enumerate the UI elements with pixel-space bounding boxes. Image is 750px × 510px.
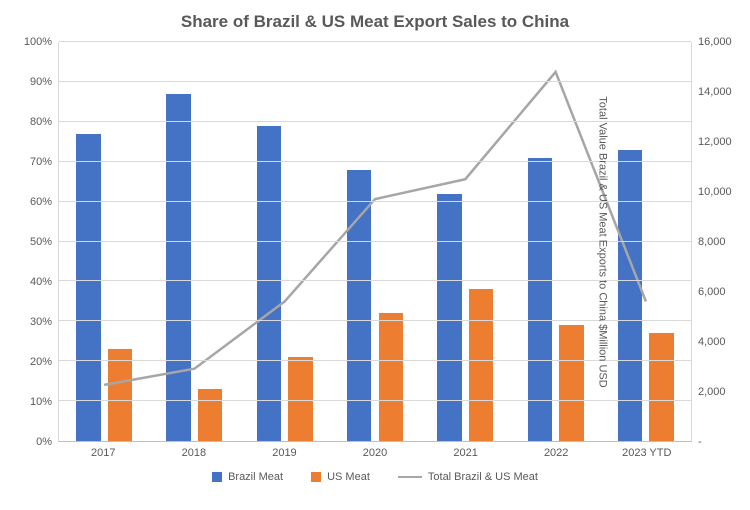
legend-item-total: Total Brazil & US Meat (398, 471, 538, 483)
chart-title: Share of Brazil & US Meat Export Sales t… (10, 12, 740, 32)
legend-swatch-us (311, 472, 321, 482)
y-left-tick: 0% (36, 436, 52, 448)
y-left-tick: 100% (24, 36, 52, 48)
y-right-tick: 12,000 (698, 136, 732, 148)
y-right-tick: - (698, 436, 702, 448)
x-axis-labels: 2017201820192020202120222023 YTD (58, 442, 692, 459)
x-tick-label: 2023 YTD (601, 442, 692, 459)
y-right-tick: 2,000 (698, 386, 726, 398)
total-line (104, 72, 646, 385)
chart-container: Share of Brazil & US Meat Export Sales t… (0, 0, 750, 510)
y-right-tick: 10,000 (698, 186, 732, 198)
y-right-tick: 4,000 (698, 336, 726, 348)
legend: Brazil Meat US Meat Total Brazil & US Me… (10, 471, 740, 483)
gridline (59, 41, 691, 42)
y-right-tick: 14,000 (698, 86, 732, 98)
gridline (59, 400, 691, 401)
y-left-tick: 30% (30, 316, 52, 328)
gridline (59, 81, 691, 82)
legend-label: US Meat (327, 471, 370, 483)
x-tick-label: 2019 (239, 442, 330, 459)
legend-label: Total Brazil & US Meat (428, 471, 538, 483)
x-tick-label: 2020 (330, 442, 421, 459)
y-left-tick: 70% (30, 156, 52, 168)
y-right-tick: 16,000 (698, 36, 732, 48)
legend-swatch-line (398, 476, 422, 479)
legend-item-us: US Meat (311, 471, 370, 483)
y-left-tick: 90% (30, 76, 52, 88)
y-axis-right: Total Value Brazil & US Meat Exports to … (692, 42, 740, 442)
y-left-tick: 80% (30, 116, 52, 128)
y-left-tick: 20% (30, 356, 52, 368)
y-left-tick: 60% (30, 196, 52, 208)
y-right-tick: 8,000 (698, 236, 726, 248)
legend-swatch-brazil (212, 472, 222, 482)
x-tick-label: 2022 (511, 442, 602, 459)
plot-area: 0%10%20%30%40%50%60%70%80%90%100% Total … (10, 42, 740, 442)
x-tick-label: 2017 (58, 442, 149, 459)
x-tick-label: 2021 (420, 442, 511, 459)
legend-label: Brazil Meat (228, 471, 283, 483)
y-axis-left: 0%10%20%30%40%50%60%70%80%90%100% (10, 42, 58, 442)
y-right-tick: 6,000 (698, 286, 726, 298)
y-left-tick: 40% (30, 276, 52, 288)
legend-item-brazil: Brazil Meat (212, 471, 283, 483)
y-left-tick: 10% (30, 396, 52, 408)
x-tick-label: 2018 (149, 442, 240, 459)
y-left-tick: 50% (30, 236, 52, 248)
y-axis-right-label: Total Value Brazil & US Meat Exports to … (596, 96, 608, 387)
